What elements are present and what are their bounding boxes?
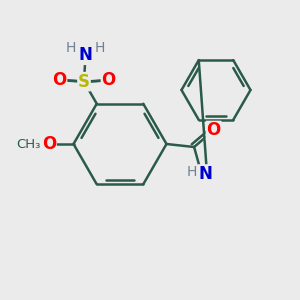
Text: N: N — [79, 46, 92, 64]
Text: H: H — [95, 41, 105, 55]
Text: N: N — [198, 165, 212, 183]
Text: O: O — [101, 71, 116, 89]
Text: O: O — [52, 71, 67, 89]
Text: O: O — [42, 135, 56, 153]
Text: H: H — [187, 166, 197, 179]
Text: H: H — [66, 41, 76, 55]
Text: O: O — [206, 122, 221, 140]
Text: CH₃: CH₃ — [16, 137, 41, 151]
Text: S: S — [78, 73, 90, 91]
